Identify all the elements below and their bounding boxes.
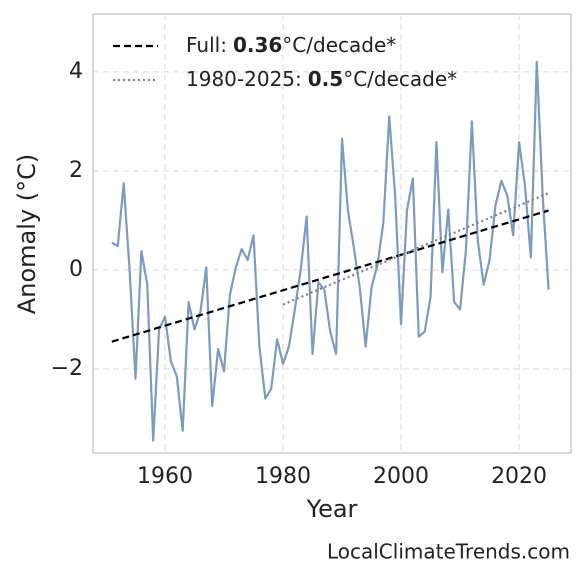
legend-unit: °C/decade*: [343, 67, 457, 91]
legend-name: Full:: [186, 33, 227, 57]
data-line: [111, 60, 550, 442]
y-tick-label: −2: [51, 356, 83, 381]
legend-name: 1980-2025:: [186, 67, 302, 91]
x-tick-label: 2000: [373, 464, 429, 489]
y-tick-label: 4: [69, 59, 83, 84]
legend-label: Full: 0.36°C/decade*: [186, 33, 396, 57]
x-tick-label: 1960: [137, 464, 193, 489]
legend-label: 1980-2025: 0.5°C/decade*: [186, 67, 457, 91]
trend-line: [111, 209, 549, 343]
plot-frame: [92, 13, 572, 454]
legend-unit: °C/decade*: [282, 33, 396, 57]
y-tick-label: 2: [69, 158, 83, 183]
legend-slope: 0.36: [233, 33, 282, 57]
x-tick-label: 1980: [255, 464, 311, 489]
x-axis-label: Year: [306, 495, 358, 523]
y-axis-label: Anomaly (°C): [13, 154, 41, 314]
legend-slope: 0.5: [308, 67, 343, 91]
footer: LocalClimateTrends.com: [327, 540, 570, 564]
y-tick-label: 0: [69, 257, 83, 282]
x-tick-label: 2020: [491, 464, 547, 489]
